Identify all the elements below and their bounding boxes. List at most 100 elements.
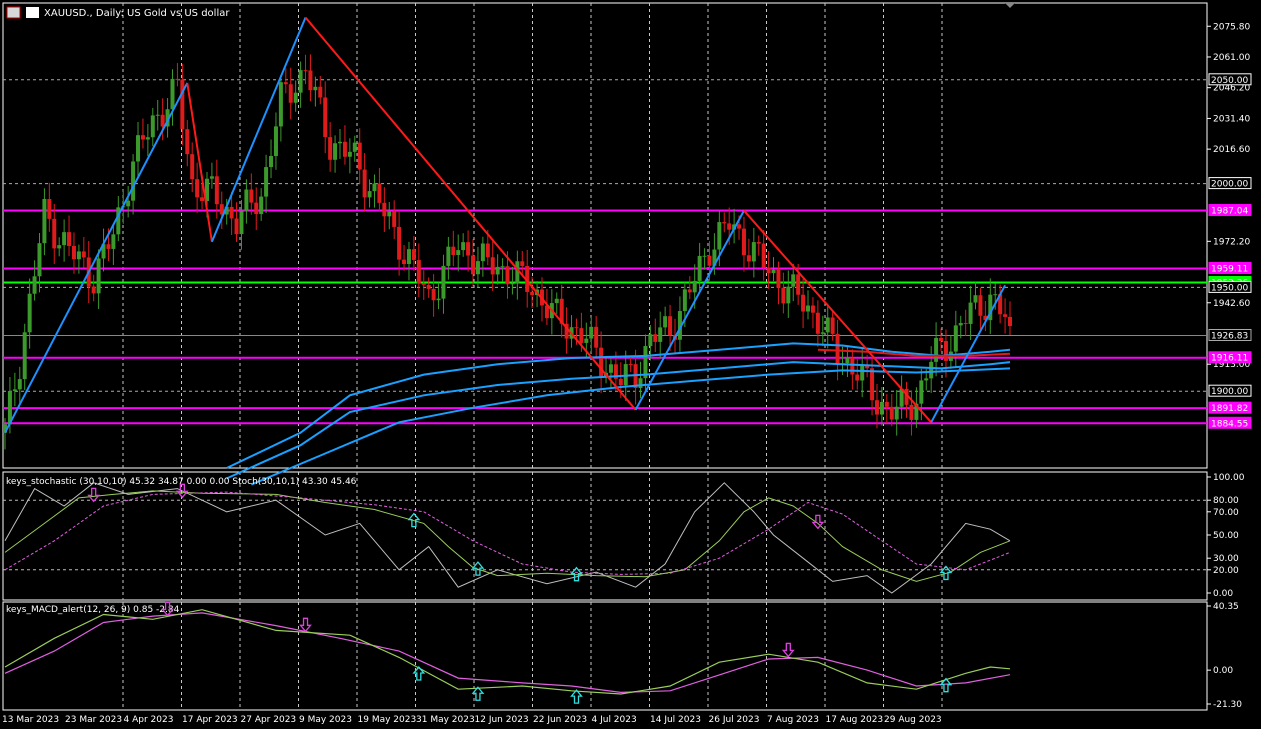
candle-body (466, 242, 471, 256)
price-frame (2, 2, 1208, 469)
candle-body (668, 316, 673, 336)
candle-body (505, 266, 510, 285)
x-tick-label: 9 May 2023 (299, 715, 352, 725)
stochastic-pane[interactable]: keys_stochastic (30,10,10) 45.32 34.87 0… (3, 477, 1207, 594)
ma-fast-line (226, 342, 1011, 469)
y-tick-label: 1913.00 (1213, 360, 1250, 370)
candle-body (485, 243, 490, 258)
macd-buy-arrow-icon (939, 677, 953, 693)
candle-body (958, 322, 963, 326)
candle-body (480, 243, 485, 262)
macd-buy-arrow-icon (570, 689, 583, 704)
candle-body (475, 261, 480, 275)
candle-body (293, 92, 298, 103)
candle-body (101, 244, 106, 259)
ma-red-line (817, 348, 1011, 357)
candle-body (687, 289, 692, 293)
candle-body (17, 379, 22, 390)
candle-body (495, 266, 500, 275)
candle-body (264, 167, 269, 197)
candle-body (968, 302, 973, 324)
candle-body (362, 169, 367, 198)
candle-body (806, 305, 811, 312)
candle-body (894, 406, 899, 420)
price-level-label: 2000.00 (1211, 180, 1248, 190)
macd-tick-label: 0.00 (1213, 666, 1233, 676)
candle-body (924, 378, 929, 381)
candle-body (717, 222, 722, 250)
candle-body (845, 358, 850, 364)
price-level-box (1208, 384, 1252, 397)
chart-type-icon (26, 7, 39, 18)
stoch-buy-arrow-icon (570, 566, 583, 582)
candle-body (155, 114, 160, 116)
macd-buy-arrow-icon (471, 686, 485, 701)
candle-body (801, 294, 806, 312)
candle-body (131, 161, 136, 201)
x-tick-label: 14 Jul 2023 (650, 715, 701, 725)
candle-body (145, 137, 150, 140)
stoch-title: keys_stochastic (30,10,10) 45.32 34.87 0… (6, 477, 357, 487)
zigzag-segment (210, 17, 307, 243)
price-level-label: 1926.83 (1211, 331, 1248, 341)
stoch-buy-arrow-icon (407, 512, 421, 528)
x-tick-label: 4 Jul 2023 (592, 715, 637, 725)
candle-body (239, 210, 244, 235)
candle-body (150, 115, 155, 138)
candle-body (530, 291, 535, 296)
x-tick-label: 23 Mar 2023 (65, 715, 122, 725)
x-tick-label: 31 May 2023 (416, 715, 475, 725)
stoch-sell-arrow-icon (811, 514, 825, 530)
price-level-box (1208, 261, 1252, 274)
zigzag-segment (743, 209, 932, 423)
candle-body (421, 283, 426, 285)
candle-body (682, 289, 687, 312)
candle-body (111, 234, 116, 249)
candle-body (899, 388, 904, 407)
x-tick-label: 7 Aug 2023 (767, 715, 819, 725)
candle-body (259, 196, 264, 215)
candle-body (677, 311, 682, 340)
candle-body (663, 316, 668, 328)
price-level-box (1208, 351, 1252, 364)
stoch-tick-label: 30.00 (1213, 554, 1239, 564)
price-pane[interactable]: XAUUSD., Daily: US Gold vs US dollar (3, 6, 1207, 486)
candle-body (889, 406, 894, 420)
candle-body (855, 374, 860, 381)
macd-sell-arrow-icon (161, 601, 174, 617)
candle-body (879, 401, 884, 415)
price-level-box (1208, 177, 1252, 190)
stoch-tick-label: 100.00 (1213, 473, 1245, 483)
price-level-box (1208, 204, 1252, 217)
candle-body (298, 70, 303, 93)
candle-body (741, 228, 746, 256)
candle-body (180, 79, 185, 130)
candle-body (57, 245, 62, 249)
stoch-tick-label: 80.00 (1213, 496, 1239, 506)
candle-body (357, 142, 362, 170)
candle-body (234, 218, 239, 235)
price-level-label: 1884.55 (1211, 419, 1248, 429)
macd-pane[interactable]: keys_MACD_alert(12, 26, 9) 0.85 -2.84 (4, 601, 1011, 704)
candle-body (377, 183, 382, 203)
candle-body (244, 189, 249, 211)
candle-body (165, 109, 170, 127)
price-level-label: 1950.00 (1211, 283, 1248, 293)
candle-body (200, 197, 205, 202)
chart-shift-icon (1005, 3, 1015, 8)
candle-body (214, 176, 219, 205)
stoch-raw-line (4, 482, 1011, 594)
candle-body (392, 211, 397, 227)
candle-body (47, 198, 52, 219)
candle-body (998, 294, 1003, 315)
candle-body (382, 202, 387, 217)
candle-body (914, 403, 919, 420)
candle-body (584, 338, 589, 343)
candle-body (850, 358, 855, 375)
x-tick-label: 19 May 2023 (358, 715, 417, 725)
candle-body (313, 86, 318, 91)
candle-body (12, 389, 17, 391)
candle-body (273, 126, 278, 157)
x-tick-label: 22 Jun 2023 (533, 715, 587, 725)
